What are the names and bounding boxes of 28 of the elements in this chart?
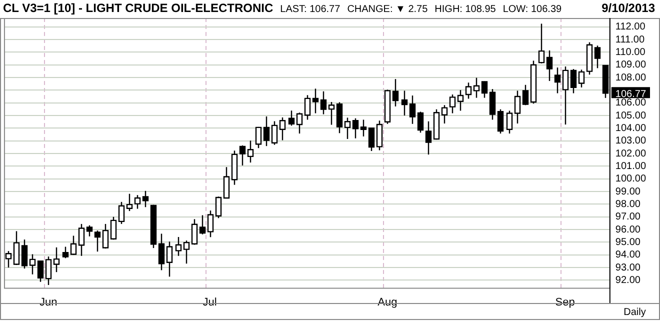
- text: CHANGE: ▼ 2.75: [347, 4, 428, 15]
- y-tick-label: 108.00: [615, 72, 646, 84]
- text: LAST: 106.77: [280, 4, 340, 15]
- y-tick-label: 100.00: [615, 174, 646, 185]
- chart-subtitle: 9/10/2013: [602, 1, 655, 15]
- y-tick-label: 93.00: [615, 262, 641, 274]
- y-tick-label: 104.00: [615, 122, 646, 134]
- y-tick-label: 94.00: [615, 250, 641, 261]
- y-tick-label: 111.00: [615, 34, 645, 46]
- y-tick-label: 98.00: [615, 198, 641, 210]
- y-tick-label: 106.00: [615, 98, 646, 109]
- y-tick-label: 102.00: [615, 148, 646, 160]
- y-tick-label: 99.00: [615, 186, 641, 198]
- y-tick-label: 110.00: [615, 46, 646, 58]
- text: LOW: 106.39: [502, 4, 562, 15]
- y-tick-label: 97.00: [615, 212, 641, 223]
- x-axis-title: Daily: [624, 306, 646, 318]
- text: HIGH: 108.95: [434, 4, 496, 15]
- chart-title: CL V3=1 [10] - LIGHT CRUDE OIL-ELECTRONIC: [3, 1, 274, 15]
- text: 106.77: [615, 88, 646, 100]
- y-tick-label: 92.00: [615, 274, 641, 286]
- y-tick-label: 109.00: [615, 60, 646, 71]
- y-tick-label: 112.00: [615, 22, 646, 33]
- y-tick-label: 101.00: [615, 160, 646, 172]
- y-tick-label: 103.00: [615, 136, 646, 147]
- y-tick-label: 105.00: [615, 110, 646, 122]
- y-tick-label: 95.00: [615, 236, 641, 248]
- y-tick-label: 96.00: [615, 224, 641, 236]
